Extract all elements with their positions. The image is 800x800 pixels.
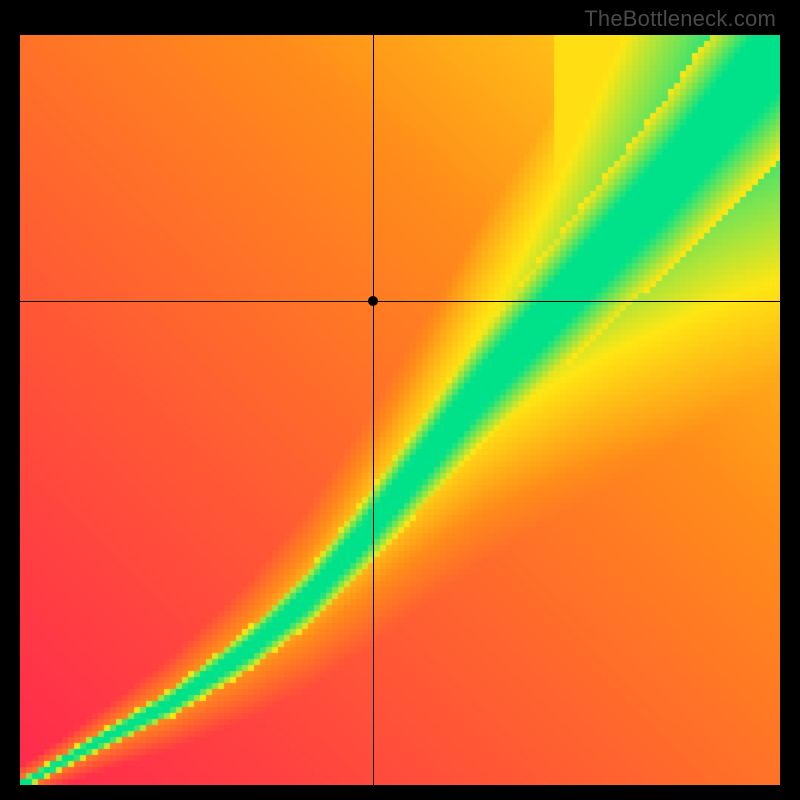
chart-container: TheBottleneck.com [0, 0, 800, 800]
plot-area [20, 35, 780, 785]
heatmap-canvas [20, 35, 780, 785]
crosshair-horizontal [20, 301, 780, 302]
watermark-text: TheBottleneck.com [584, 6, 776, 32]
crosshair-vertical [373, 35, 374, 785]
crosshair-marker-dot [368, 296, 378, 306]
